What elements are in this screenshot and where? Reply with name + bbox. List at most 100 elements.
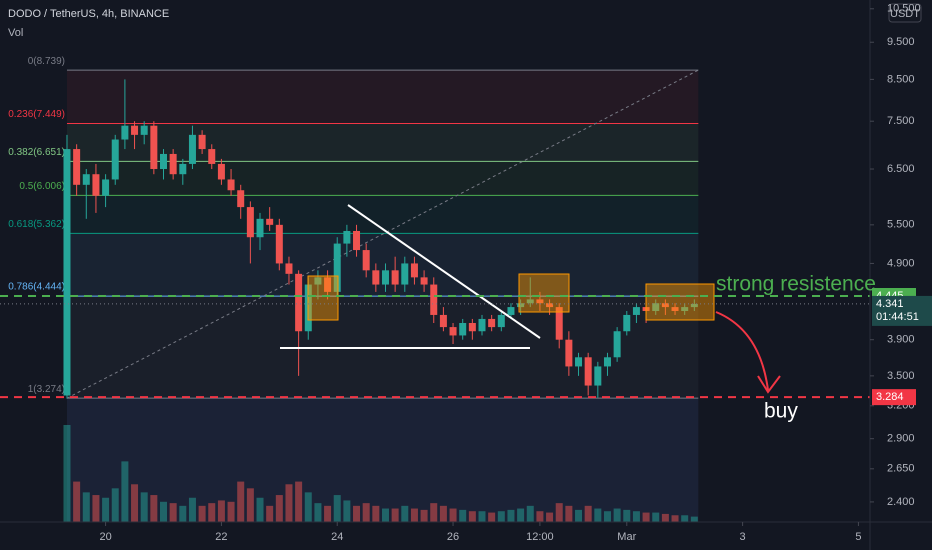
fib-label: 0.618(5.362) xyxy=(8,219,65,230)
candle-body xyxy=(623,314,631,332)
candle-body xyxy=(681,307,689,311)
candle-body xyxy=(266,218,274,225)
y-tick-label: 10.500 xyxy=(887,3,921,15)
annotation: buy xyxy=(764,400,798,423)
volume-bar xyxy=(179,505,187,522)
candle-body xyxy=(690,303,698,308)
volume-bar xyxy=(169,503,177,522)
candle-body xyxy=(555,307,563,340)
candle-body xyxy=(198,134,206,150)
volume-bar xyxy=(246,488,254,522)
volume-bar xyxy=(536,511,544,522)
candle-body xyxy=(439,314,447,328)
x-tick-label: Mar xyxy=(617,531,636,543)
volume-bar xyxy=(324,505,332,522)
volume-bar xyxy=(73,481,81,522)
volume-bar xyxy=(381,508,389,522)
volume-bar xyxy=(111,488,119,522)
volume-bar xyxy=(227,501,235,522)
x-tick-label: 24 xyxy=(331,531,343,543)
volume-bar xyxy=(295,481,303,522)
volume-bar xyxy=(304,492,312,522)
x-tick-label: 22 xyxy=(215,531,227,543)
candle-body xyxy=(449,327,457,336)
x-tick-label: 12:00 xyxy=(526,531,554,543)
volume-bar xyxy=(237,481,245,522)
volume-bar xyxy=(362,503,370,522)
candle-body xyxy=(150,125,158,170)
currency: USDT xyxy=(890,8,920,20)
highlight-box xyxy=(307,275,339,321)
annotation: strong resistence xyxy=(716,273,876,296)
volume-bar xyxy=(632,511,640,522)
candle-body xyxy=(353,230,361,251)
candle-body xyxy=(111,139,119,180)
candle-body xyxy=(613,331,621,358)
candle-body xyxy=(584,357,592,386)
volume-bar xyxy=(131,484,139,522)
candle-body xyxy=(275,224,283,264)
x-tick-label: 26 xyxy=(447,531,459,543)
candle-body xyxy=(92,174,100,196)
volume-bar xyxy=(217,500,225,522)
volume-bar xyxy=(661,513,669,522)
volume-bar xyxy=(121,461,129,522)
volume-bar xyxy=(188,497,196,522)
candle-body xyxy=(575,357,583,367)
candle-body xyxy=(188,134,196,164)
candle-body xyxy=(314,277,322,285)
fib-band xyxy=(66,233,699,297)
candle-body xyxy=(546,303,554,308)
volume-bar xyxy=(546,512,554,522)
volume-bar xyxy=(256,497,264,522)
candle-body xyxy=(324,277,332,292)
y-tick-label: 5.500 xyxy=(887,219,915,231)
volume-bar xyxy=(565,505,573,522)
candle-body xyxy=(594,366,602,386)
candle-body xyxy=(632,307,640,315)
volume-bar xyxy=(478,511,486,522)
candle-body xyxy=(671,307,679,311)
candle-body xyxy=(227,179,235,191)
fib-label: 0.382(6.651) xyxy=(8,147,65,158)
lower-zone xyxy=(66,398,699,522)
candle-body xyxy=(526,299,534,304)
volume-bar xyxy=(343,500,351,522)
volume-bar xyxy=(82,492,90,522)
volume-bar xyxy=(333,495,341,522)
volume-bar xyxy=(526,505,534,522)
price-tag xyxy=(872,389,916,406)
volume-bar xyxy=(468,511,476,522)
volume-bar xyxy=(594,508,602,522)
candle-body xyxy=(102,179,110,196)
fib-band xyxy=(66,195,699,234)
candle-body xyxy=(536,299,544,304)
volume-bar xyxy=(102,497,110,522)
candle-body xyxy=(410,263,418,278)
volume-bar xyxy=(266,505,274,522)
trend-line xyxy=(347,204,541,339)
volume-bar xyxy=(690,516,698,522)
candle-body xyxy=(237,190,245,208)
candle-body xyxy=(372,270,380,285)
candle-body xyxy=(661,303,669,308)
candle-body xyxy=(517,303,525,308)
volume-bar xyxy=(555,503,563,522)
candle-body xyxy=(381,270,389,285)
candle-body xyxy=(468,322,476,332)
arrow xyxy=(715,311,769,391)
fib-trend xyxy=(66,69,699,399)
highlight-box xyxy=(518,273,570,313)
volume-bar xyxy=(140,492,148,522)
fib-label: 1(3.274) xyxy=(28,384,65,395)
candle-layer xyxy=(63,79,698,399)
candle-body xyxy=(488,318,496,328)
candle-body xyxy=(159,153,167,170)
volume-bar xyxy=(391,508,399,522)
time-axis xyxy=(0,522,932,550)
volume-bar xyxy=(430,503,438,522)
candle-body xyxy=(217,163,225,180)
y-tick-label: 4.900 xyxy=(887,257,915,269)
